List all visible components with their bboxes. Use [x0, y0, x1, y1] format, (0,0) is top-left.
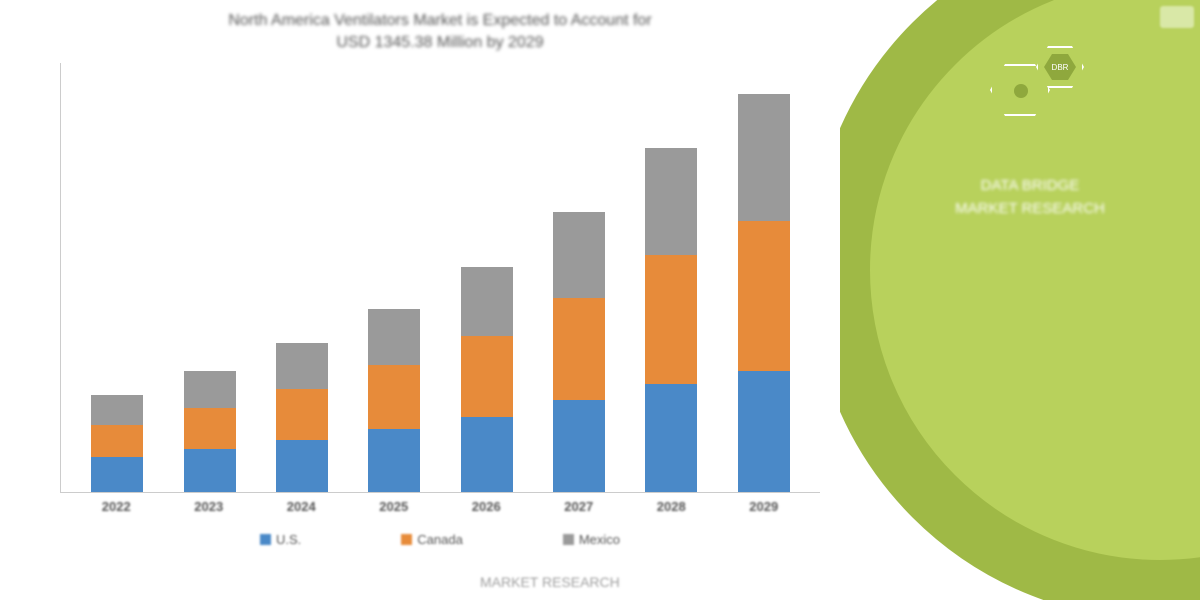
bar-group [457, 267, 517, 492]
chart-title: North America Ventilators Market is Expe… [60, 10, 820, 55]
x-tick-label: 2026 [456, 499, 516, 514]
bar-stack [368, 309, 420, 492]
bar-stack [461, 267, 513, 492]
bar-group [734, 94, 794, 492]
caption-line-1: DATA BRIDGE [981, 177, 1080, 194]
bar-group [364, 309, 424, 492]
bar-segment [461, 267, 513, 336]
caption-line-2: MARKET RESEARCH [955, 200, 1105, 217]
legend: U.S. Canada Mexico [60, 532, 820, 547]
corner-badge-icon [1160, 6, 1194, 28]
bar-segment [553, 400, 605, 491]
bar-stack [553, 212, 605, 492]
bar-segment [461, 336, 513, 417]
plot-area [60, 63, 820, 493]
bar-segment [553, 298, 605, 400]
bar-segment [276, 389, 328, 441]
bar-segment [276, 343, 328, 388]
bar-segment [184, 371, 236, 408]
bar-segment [91, 395, 143, 425]
bar-segment [184, 449, 236, 492]
legend-swatch [401, 534, 412, 545]
bar-segment [645, 255, 697, 384]
x-tick-label: 2025 [364, 499, 424, 514]
title-line-2: USD 1345.38 Million by 2029 [336, 34, 543, 51]
bar-segment [738, 371, 790, 491]
bar-segment [553, 212, 605, 298]
legend-label: Mexico [579, 532, 620, 547]
bar-segment [184, 408, 236, 449]
bar-stack [184, 371, 236, 491]
legend-label: U.S. [276, 532, 301, 547]
bar-group [87, 395, 147, 492]
bar-segment [461, 417, 513, 492]
bar-group [180, 371, 240, 491]
x-tick-label: 2029 [734, 499, 794, 514]
x-tick-label: 2022 [86, 499, 146, 514]
legend-item: Mexico [563, 532, 620, 547]
hex-logo: DBR [990, 40, 1130, 150]
bar-segment [276, 440, 328, 492]
bar-segment [368, 429, 420, 491]
chart-panel: North America Ventilators Market is Expe… [0, 0, 840, 600]
bar-segment [368, 309, 420, 365]
badge-text: DBR [1044, 54, 1076, 80]
x-tick-label: 2028 [641, 499, 701, 514]
title-line-1: North America Ventilators Market is Expe… [228, 12, 651, 29]
bar-stack [276, 343, 328, 491]
watermark: MARKET RESEARCH [480, 574, 620, 590]
x-tick-label: 2023 [179, 499, 239, 514]
bar-segment [645, 384, 697, 492]
bar-segment [738, 221, 790, 372]
bar-segment [368, 365, 420, 430]
legend-swatch [563, 534, 574, 545]
legend-item: Canada [401, 532, 463, 547]
bar-group [641, 148, 701, 492]
bar-segment [91, 425, 143, 457]
legend-label: Canada [417, 532, 463, 547]
bar-segment [645, 148, 697, 256]
bar-group [272, 343, 332, 491]
legend-item: U.S. [260, 532, 301, 547]
bar-segment [91, 457, 143, 491]
right-panel: DBR DATA BRIDGE MARKET RESEARCH [840, 0, 1200, 600]
bar-segment [738, 94, 790, 221]
bar-group [549, 212, 609, 492]
bar-stack [738, 94, 790, 492]
bar-stack [645, 148, 697, 492]
x-tick-label: 2027 [549, 499, 609, 514]
page-container: North America Ventilators Market is Expe… [0, 0, 1200, 600]
right-caption: DATA BRIDGE MARKET RESEARCH [890, 175, 1170, 220]
bar-stack [91, 395, 143, 492]
x-axis-labels: 2022 2023 2024 2025 2026 2027 2028 2029 [60, 493, 820, 514]
x-tick-label: 2024 [271, 499, 331, 514]
legend-swatch [260, 534, 271, 545]
